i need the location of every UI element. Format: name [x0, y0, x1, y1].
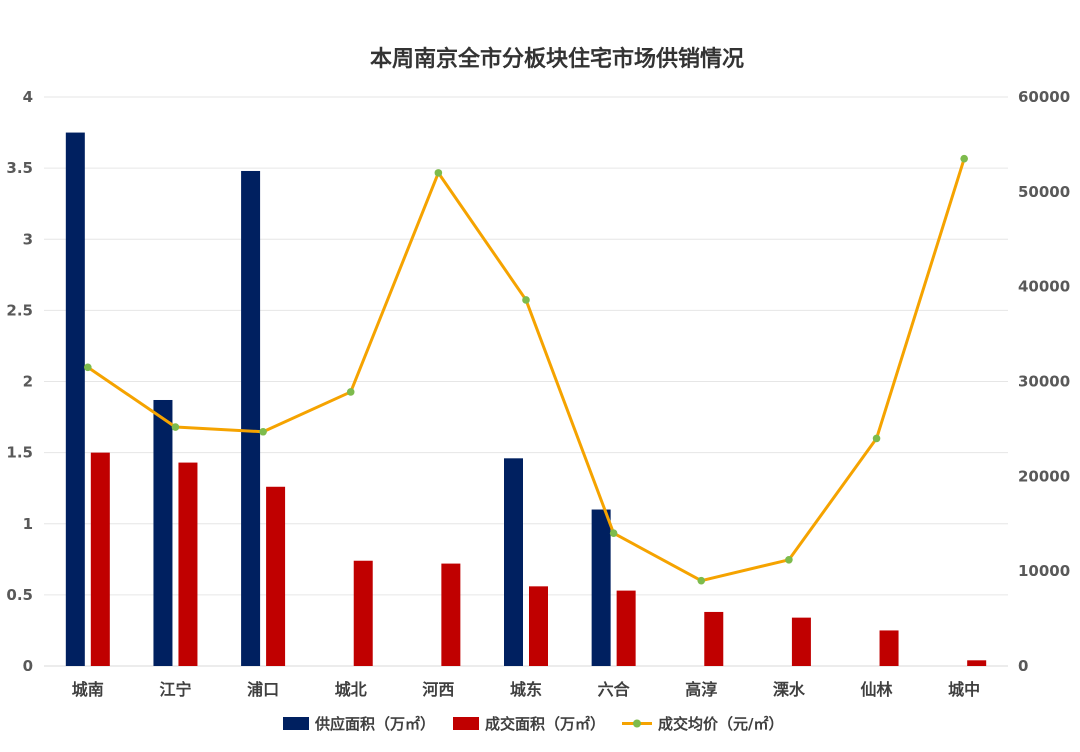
- left-y-axis: 0 0.5 1 1.5 2 2.5 3 3.5 4: [6, 88, 33, 675]
- bar-sales: [353, 560, 373, 666]
- bar-supply: [241, 170, 261, 666]
- category-label: 城中: [948, 680, 980, 699]
- bar-supply: [504, 458, 523, 666]
- price-point: [960, 154, 968, 163]
- bar-sales: [266, 486, 286, 666]
- bar-sales: [441, 563, 461, 666]
- bar-sales: [967, 660, 987, 666]
- left-tick-label: 2: [23, 373, 33, 391]
- category-label: 城北: [335, 680, 367, 699]
- bar-supply: [153, 399, 173, 666]
- category-label: 江宁: [159, 680, 191, 699]
- left-tick-label: 0: [23, 657, 33, 675]
- right-tick-label: 60000: [1018, 88, 1070, 106]
- left-tick-label: 3: [23, 230, 33, 248]
- right-tick-label: 50000: [1018, 183, 1070, 201]
- category-label: 溧水: [773, 680, 806, 699]
- right-y-axis: 0 10000 20000 30000 40000 50000 60000: [1018, 88, 1070, 675]
- right-tick-label: 0: [1018, 657, 1028, 675]
- category-label: 城南: [72, 680, 104, 699]
- bar-sales: [529, 586, 548, 666]
- chart-title: 本周南京全市分板块住宅市场供销情况: [370, 46, 744, 72]
- price-series-line: [86, 158, 966, 583]
- price-point: [609, 529, 618, 538]
- category-label: 仙林: [861, 680, 893, 699]
- bar-sales: [616, 590, 636, 666]
- bar-sales: [178, 462, 198, 666]
- legend-label-supply: 供应面积（万㎡）: [314, 715, 435, 733]
- right-tick-label: 20000: [1018, 467, 1070, 485]
- price-point: [697, 576, 706, 585]
- category-label: 六合: [598, 680, 631, 699]
- bar-sales: [90, 452, 110, 666]
- price-line: [84, 154, 968, 585]
- bar-sales: [791, 617, 811, 666]
- right-tick-label: 30000: [1018, 373, 1070, 391]
- legend-swatch-supply: [283, 717, 309, 730]
- category-label: 城东: [510, 680, 542, 699]
- bar-sales: [879, 630, 899, 666]
- category-label: 浦口: [247, 680, 279, 699]
- legend: 供应面积（万㎡） 成交面积（万㎡） 成交均价（元/㎡）: [283, 715, 783, 733]
- bar-sales: [704, 611, 724, 666]
- left-tick-label: 3.5: [6, 159, 33, 177]
- price-point: [171, 423, 180, 431]
- legend-marker-price: [633, 719, 641, 728]
- x-axis-labels: 城南 江宁 浦口 城北 河西 城东 六合 高淳 溧水 仙林 城中: [72, 680, 980, 699]
- left-tick-label: 4: [23, 88, 33, 106]
- price-point: [872, 434, 881, 443]
- grid-lines: [44, 96, 1008, 667]
- left-tick-label: 0.5: [6, 586, 33, 604]
- legend-swatch-sales: [453, 717, 479, 730]
- right-tick-label: 10000: [1018, 562, 1070, 580]
- price-point: [785, 555, 793, 564]
- right-tick-label: 40000: [1018, 278, 1070, 296]
- left-tick-label: 1.5: [6, 444, 33, 462]
- price-point: [346, 388, 355, 396]
- left-tick-label: 1: [23, 515, 33, 533]
- price-point: [259, 427, 267, 436]
- legend-label-sales: 成交面积（万㎡）: [485, 715, 605, 733]
- price-point: [522, 296, 530, 304]
- left-tick-label: 2.5: [6, 301, 33, 319]
- price-point: [84, 363, 92, 372]
- price-point: [434, 169, 443, 177]
- bars: [65, 132, 987, 666]
- bar-supply: [65, 132, 85, 666]
- legend-label-price: 成交均价（元/㎡）: [658, 715, 783, 733]
- bar-supply: [591, 509, 611, 666]
- category-label: 高淳: [685, 680, 717, 699]
- category-label: 河西: [422, 680, 454, 699]
